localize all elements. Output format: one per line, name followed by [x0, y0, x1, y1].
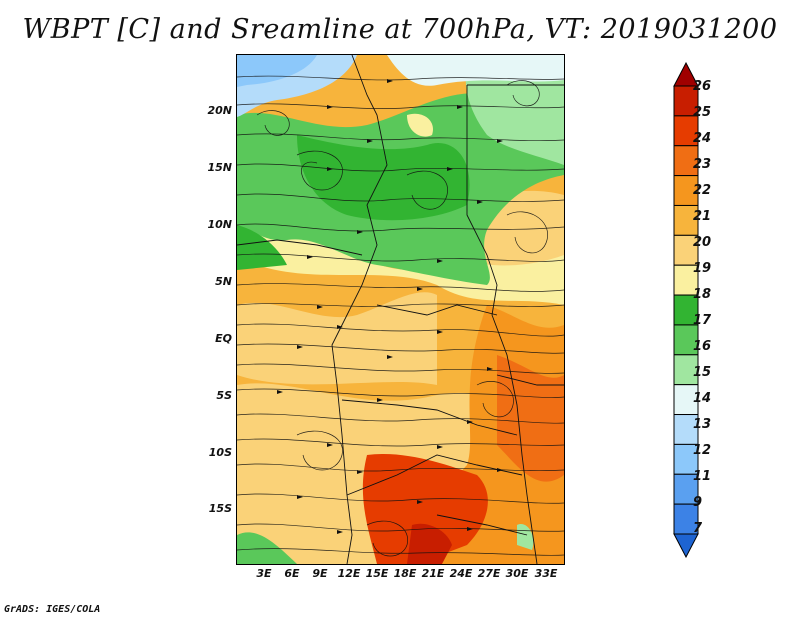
- colorbar-segment: [673, 294, 699, 326]
- lat-label-10n: 10N: [207, 218, 232, 231]
- lat-label-10s: 10S: [208, 446, 232, 459]
- colorbar-segment: [673, 503, 699, 535]
- lat-label-15n: 15N: [207, 161, 232, 174]
- lon-label-18e: 18E: [393, 567, 417, 580]
- map-title: WBPT [C] and Sreamline at 700hPa, VT: 20…: [22, 14, 778, 45]
- colorbar-segment: [673, 354, 699, 386]
- lon-label-33e: 33E: [534, 567, 558, 580]
- lat-label-15s: 15S: [208, 502, 232, 515]
- colorbar-label-12: 12: [693, 443, 712, 458]
- colorbar-segment: [673, 414, 699, 445]
- colorbar-label-20: 20: [693, 235, 712, 250]
- lon-label-27e: 27E: [477, 567, 501, 580]
- colorbar-label-25: 25: [693, 105, 712, 120]
- colorbar-label-7: 7: [693, 521, 703, 536]
- colorbar-label-11: 11: [693, 469, 712, 484]
- lon-label-3e: 3E: [256, 567, 272, 580]
- lat-label-eq: EQ: [215, 332, 232, 345]
- lon-label-15e: 15E: [365, 567, 389, 580]
- colorbar-label-26: 26: [693, 79, 712, 94]
- colorbar-label-23: 23: [693, 157, 712, 172]
- lon-label-30e: 30E: [505, 567, 529, 580]
- colorbar-segment: [673, 175, 699, 206]
- colorbar-segment: [673, 204, 699, 236]
- colorbar-segment: [673, 384, 699, 416]
- colorbar-label-18: 18: [693, 287, 712, 302]
- colorbar-segment: [673, 264, 699, 296]
- lon-label-6e: 6E: [284, 567, 300, 580]
- colorbar-label-21: 21: [693, 209, 712, 224]
- colorbar-segment: [673, 85, 699, 117]
- lat-label-5s: 5S: [216, 389, 232, 402]
- lon-label-21e: 21E: [421, 567, 445, 580]
- colorbar-segment: [673, 234, 699, 266]
- lat-label-5n: 5N: [215, 275, 232, 288]
- colorbar-label-15: 15: [693, 365, 712, 380]
- colorbar: [673, 61, 699, 559]
- colorbar-label-22: 22: [693, 183, 712, 198]
- lon-label-9e: 9E: [312, 567, 328, 580]
- lat-label-20n: 20N: [207, 104, 232, 117]
- colorbar-segment: [673, 145, 699, 177]
- colorbar-label-9: 9: [693, 495, 703, 510]
- colorbar-label-17: 17: [693, 313, 712, 328]
- colorbar-segment: [673, 473, 699, 505]
- colorbar-label-13: 13: [693, 417, 712, 432]
- colorbar-segment: [673, 324, 699, 356]
- colorbar-label-19: 19: [693, 261, 712, 276]
- colorbar-label-16: 16: [693, 339, 712, 354]
- weather-map: [236, 54, 565, 565]
- colorbar-label-24: 24: [693, 131, 712, 146]
- colorbar-label-14: 14: [693, 391, 712, 406]
- colorbar-bottom-triangle: [673, 533, 699, 559]
- credit-text: GrADS: IGES/COLA: [4, 604, 101, 615]
- lon-label-12e: 12E: [337, 567, 361, 580]
- lon-label-24e: 24E: [449, 567, 473, 580]
